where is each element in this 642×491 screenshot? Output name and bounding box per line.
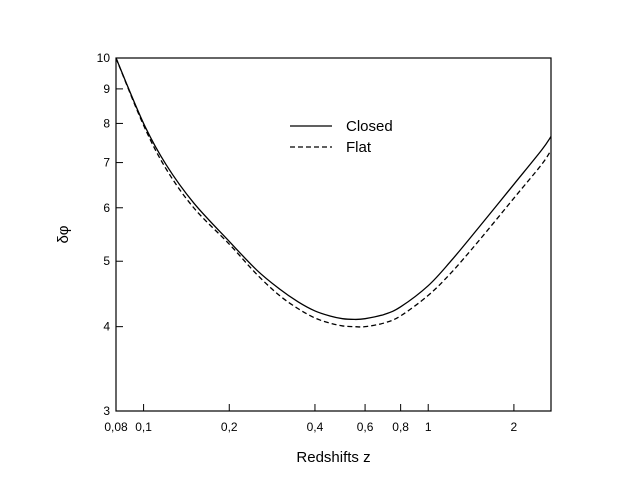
x-tick-label: 1 <box>425 420 432 434</box>
y-tick-label: 4 <box>103 320 110 334</box>
x-axis: 0,08 0,1 0,2 0,4 0,6 0,8 1 2 <box>104 404 518 434</box>
y-tick-label: 8 <box>103 116 110 130</box>
x-tick-label: 0,1 <box>135 420 152 434</box>
legend: Closed Flat <box>290 118 393 156</box>
series-line-flat <box>116 58 551 328</box>
y-axis: 3 4 5 6 7 8 9 10 <box>97 51 123 418</box>
y-tick-label: 9 <box>103 82 110 96</box>
x-tick-label: 2 <box>511 420 518 434</box>
y-tick-label: 3 <box>103 404 110 418</box>
legend-label-closed: Closed <box>346 118 393 135</box>
x-tick-label: 0,8 <box>392 420 409 434</box>
y-tick-label: 6 <box>103 201 110 215</box>
legend-label-flat: Flat <box>346 139 372 156</box>
x-axis-title: Redshifts z <box>296 449 370 466</box>
y-tick-label: 10 <box>97 51 111 65</box>
y-tick-label: 7 <box>103 156 110 170</box>
series-curves <box>116 58 551 328</box>
x-tick-label: 0,08 <box>104 420 128 434</box>
y-axis-title: δφ <box>55 225 72 243</box>
y-tick-label: 5 <box>103 254 110 268</box>
x-tick-label: 0,6 <box>357 420 374 434</box>
x-tick-label: 0,2 <box>221 420 238 434</box>
x-tick-label: 0,4 <box>307 420 324 434</box>
plot-frame <box>115 57 552 412</box>
series-line-closed <box>116 58 551 321</box>
